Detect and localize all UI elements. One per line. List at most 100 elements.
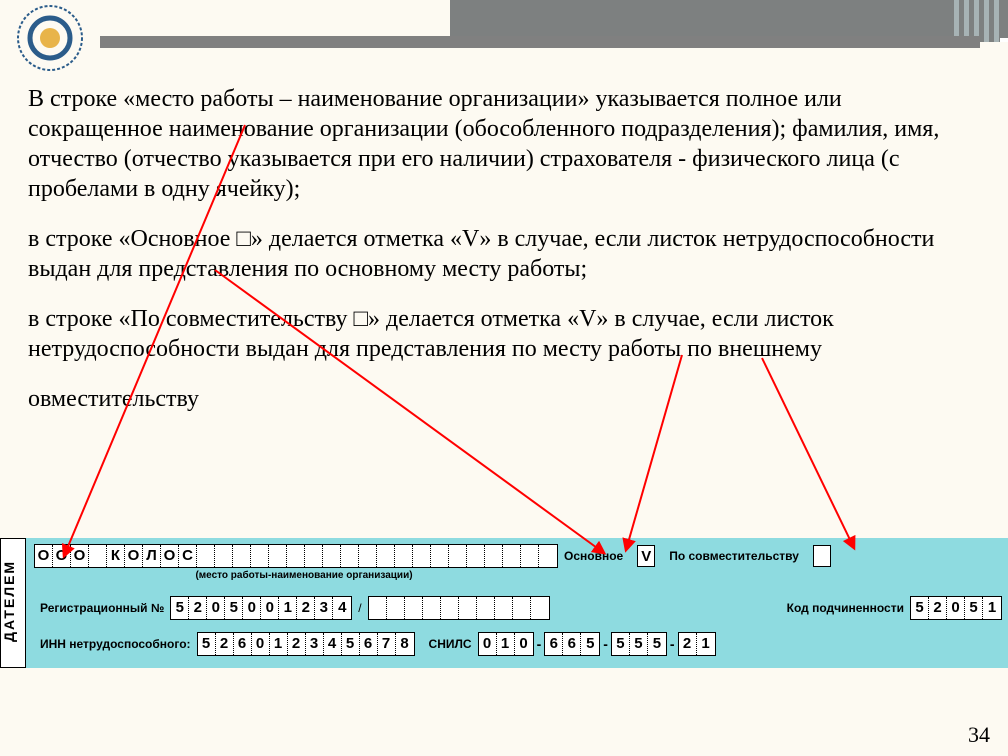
cell[interactable]: 5 — [198, 633, 216, 655]
cell[interactable]: 5 — [911, 597, 929, 619]
cell[interactable]: 0 — [207, 597, 225, 619]
cell[interactable]: 5 — [581, 633, 599, 655]
cell[interactable] — [467, 545, 485, 567]
cell[interactable]: О — [71, 545, 89, 567]
cell[interactable]: 1 — [279, 597, 297, 619]
cell[interactable]: 2 — [288, 633, 306, 655]
cell[interactable] — [449, 545, 467, 567]
cell[interactable] — [323, 545, 341, 567]
cell[interactable]: О — [35, 545, 53, 567]
cell[interactable] — [377, 545, 395, 567]
para-4: овместительству — [28, 384, 980, 414]
cell[interactable] — [305, 545, 323, 567]
cell[interactable] — [287, 545, 305, 567]
cell[interactable] — [251, 545, 269, 567]
cell[interactable] — [441, 597, 459, 619]
cell[interactable] — [197, 545, 215, 567]
cell[interactable] — [413, 545, 431, 567]
cell[interactable]: 1 — [697, 633, 715, 655]
cell[interactable]: 5 — [171, 597, 189, 619]
cell[interactable]: 5 — [648, 633, 666, 655]
cell[interactable]: 6 — [545, 633, 563, 655]
cell[interactable] — [215, 545, 233, 567]
cell[interactable] — [503, 545, 521, 567]
cell[interactable]: 3 — [306, 633, 324, 655]
osnovnoe-checkbox[interactable]: V — [637, 545, 655, 567]
cell[interactable] — [269, 545, 287, 567]
cell[interactable]: О — [125, 545, 143, 567]
cell[interactable] — [495, 597, 513, 619]
cell[interactable]: 4 — [333, 597, 351, 619]
cell[interactable] — [369, 597, 387, 619]
cell[interactable] — [387, 597, 405, 619]
kod-label: Код подчиненности — [787, 601, 904, 615]
cell[interactable]: 0 — [515, 633, 533, 655]
para-3: в строке «По совместительству □» делаетс… — [28, 304, 980, 364]
cell[interactable]: 6 — [360, 633, 378, 655]
cell[interactable] — [513, 597, 531, 619]
cell[interactable]: 0 — [243, 597, 261, 619]
cell[interactable] — [233, 545, 251, 567]
cell[interactable]: О — [53, 545, 71, 567]
cell[interactable]: 2 — [929, 597, 947, 619]
cell[interactable]: 0 — [252, 633, 270, 655]
cell[interactable]: С — [179, 545, 197, 567]
org-name-cells: ОООКОЛОС — [34, 544, 558, 568]
cell[interactable]: 0 — [261, 597, 279, 619]
cell[interactable] — [531, 597, 549, 619]
cell[interactable]: 4 — [324, 633, 342, 655]
cell[interactable]: 3 — [315, 597, 333, 619]
cell[interactable]: 7 — [378, 633, 396, 655]
cell[interactable]: 5 — [612, 633, 630, 655]
cell[interactable]: 2 — [297, 597, 315, 619]
cell[interactable]: 8 — [396, 633, 414, 655]
cell[interactable] — [485, 545, 503, 567]
cell[interactable] — [423, 597, 441, 619]
reg-ext-cells — [368, 596, 550, 620]
main-text: В строке «место работы – наименование ор… — [28, 84, 980, 434]
snils-g3: 555 — [611, 632, 667, 656]
cell[interactable]: 0 — [479, 633, 497, 655]
cell[interactable]: 5 — [342, 633, 360, 655]
page-number: 34 — [968, 722, 990, 748]
cell[interactable] — [539, 545, 557, 567]
side-tab: ДАТЕЛЕМ — [0, 538, 26, 668]
cell[interactable] — [405, 597, 423, 619]
reg-label: Регистрационный № — [40, 601, 164, 615]
cell[interactable] — [89, 545, 107, 567]
snils-g1: 010 — [478, 632, 534, 656]
cell[interactable] — [459, 597, 477, 619]
org-sublabel: (место работы-наименование организации) — [34, 570, 574, 581]
cell[interactable]: 2 — [216, 633, 234, 655]
cell[interactable]: 1 — [497, 633, 515, 655]
para-2: в строке «Основное □» делается отметка «… — [28, 224, 980, 284]
cell[interactable]: 2 — [189, 597, 207, 619]
snils-label: СНИЛС — [429, 637, 472, 651]
cell[interactable]: К — [107, 545, 125, 567]
cell[interactable]: 5 — [630, 633, 648, 655]
cell[interactable]: 1 — [270, 633, 288, 655]
cell[interactable]: 5 — [965, 597, 983, 619]
cell[interactable]: 1 — [983, 597, 1001, 619]
cell[interactable] — [477, 597, 495, 619]
dash: - — [537, 636, 542, 652]
cell[interactable]: 5 — [225, 597, 243, 619]
cell[interactable]: О — [161, 545, 179, 567]
cell[interactable] — [395, 545, 413, 567]
para-1: В строке «место работы – наименование ор… — [28, 84, 980, 204]
cell[interactable]: 6 — [563, 633, 581, 655]
cell[interactable] — [341, 545, 359, 567]
row-inn: ИНН нетрудоспособного: 526012345678 СНИЛ… — [34, 632, 1002, 656]
row-org: ОООКОЛОС Основное V По совместительству — [34, 544, 1002, 568]
cell[interactable]: Л — [143, 545, 161, 567]
kod-cells: 52051 — [910, 596, 1002, 620]
snils-g4: 21 — [678, 632, 716, 656]
cell[interactable] — [359, 545, 377, 567]
cell[interactable]: 0 — [947, 597, 965, 619]
osnovnoe-label: Основное — [564, 549, 623, 563]
cell[interactable] — [431, 545, 449, 567]
cell[interactable]: 2 — [679, 633, 697, 655]
sovmest-checkbox[interactable] — [813, 545, 831, 567]
cell[interactable] — [521, 545, 539, 567]
cell[interactable]: 6 — [234, 633, 252, 655]
